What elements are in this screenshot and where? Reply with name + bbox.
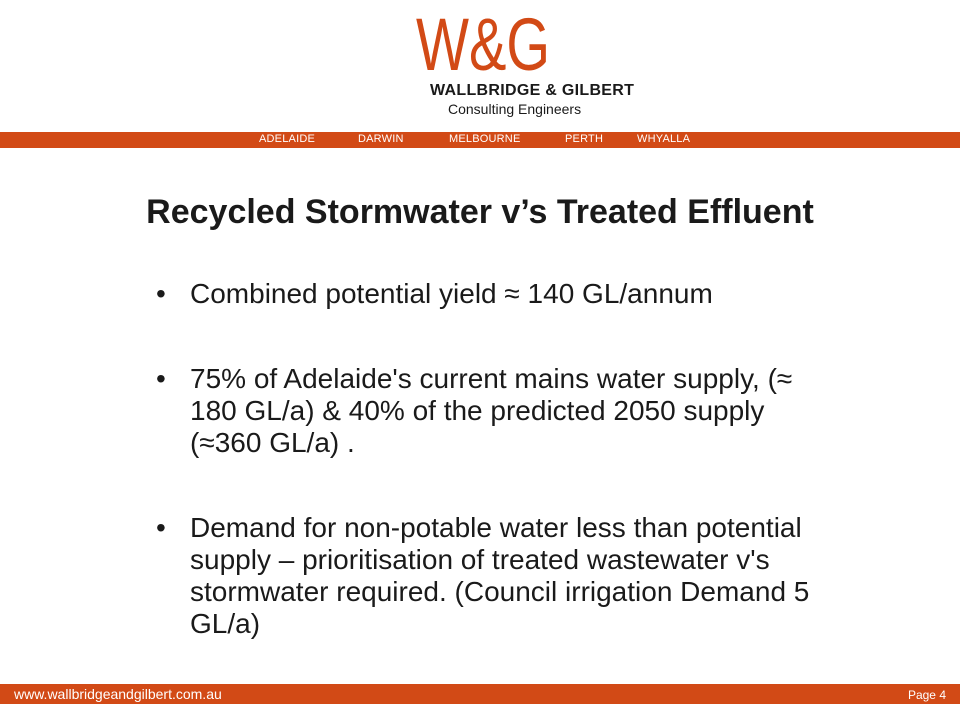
page-number: Page 4 [907, 688, 946, 702]
bullet-dot-icon: • [156, 512, 166, 543]
city-perth: PERTH [565, 133, 604, 145]
city-melbourne: MELBOURNE [449, 133, 521, 145]
company-logo: W&G WALLBRIDGE & GILBERT Consulting Engi… [0, 0, 960, 128]
city-adelaide: ADELAIDE [259, 133, 316, 145]
bullet-dot-icon: • [156, 278, 166, 309]
slide-title: Recycled Stormwater v’s Treated Effluent [146, 193, 814, 231]
footer-bar: www.wallbridgeandgilbert.com.au Page 4 [0, 684, 960, 704]
bullet-item: • Demand for non-potable water less than… [150, 512, 830, 640]
company-subtitle: Consulting Engineers [448, 101, 582, 117]
city-bar: ADELAIDE DARWIN MELBOURNE PERTH WHYALLA [0, 132, 960, 148]
bullet-item: • Combined potential yield ≈ 140 GL/annu… [150, 278, 830, 310]
bullet-text: 75% of Adelaide's current mains water su… [190, 363, 793, 458]
bullet-item: • 75% of Adelaide's current mains water … [150, 363, 830, 459]
logo-mark-text: W&G [416, 4, 550, 80]
bullet-text: Demand for non-potable water less than p… [190, 512, 810, 639]
website-link[interactable]: www.wallbridgeandgilbert.com.au [14, 686, 222, 702]
bullet-text: Combined potential yield ≈ 140 GL/annum [190, 278, 713, 309]
wg-logo-mark: W&G [416, 4, 550, 80]
bullet-dot-icon: • [156, 363, 166, 394]
city-whyalla: WHYALLA [637, 133, 691, 145]
city-darwin: DARWIN [358, 133, 404, 145]
company-name: WALLBRIDGE & GILBERT [430, 82, 635, 99]
bullet-list: • Combined potential yield ≈ 140 GL/annu… [150, 278, 830, 693]
